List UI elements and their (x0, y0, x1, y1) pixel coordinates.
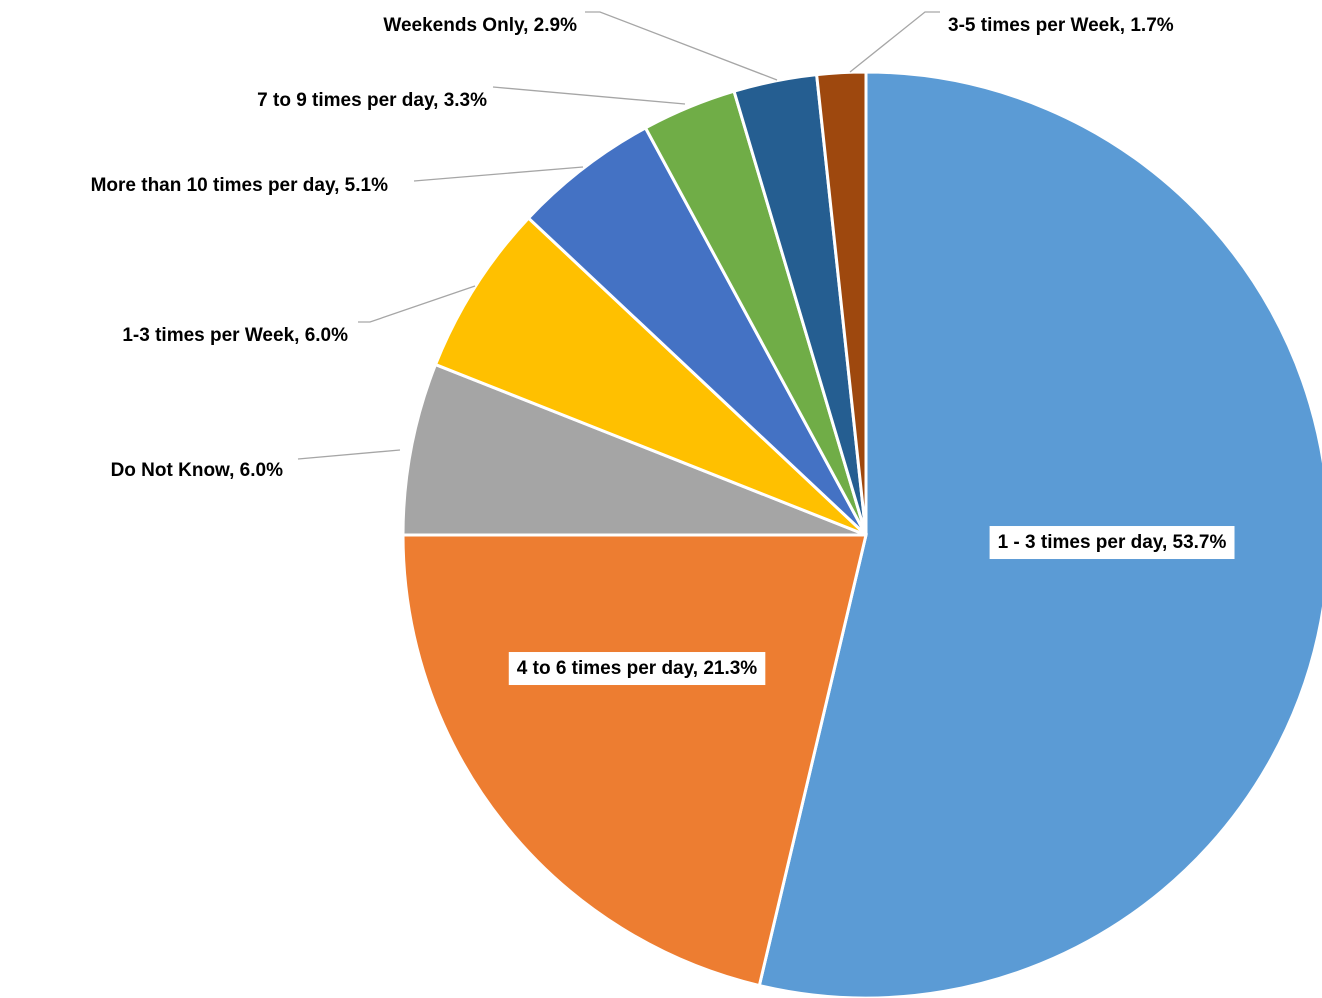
data-label: 7 to 9 times per day, 3.3% (257, 90, 487, 111)
leader-line (585, 11, 778, 81)
label-box (508, 652, 766, 686)
pie-slice: Do Not Know (401, 362, 867, 537)
pie-slice: 4 to 6 times per day (401, 533, 868, 988)
data-label: 1-3 times per Week, 6.0% (122, 325, 348, 346)
pie-slice: More than 10 times per day (526, 125, 868, 537)
data-label: Do Not Know, 6.0% (111, 460, 284, 481)
label-box (989, 526, 1235, 560)
data-label: Weekends Only, 2.9% (383, 15, 577, 36)
leader-line (297, 449, 401, 460)
data-label: More than 10 times per day, 5.1% (91, 175, 389, 196)
pie-slice: 1-3 times per Week (433, 215, 868, 537)
pie-slice: 3-5 times per Week (814, 70, 868, 536)
leader-line (413, 166, 584, 182)
data-label: 1 - 3 times per day, 53.7% (998, 532, 1227, 553)
leader-line (849, 11, 940, 73)
leader-line (492, 86, 686, 105)
data-label: 3-5 times per Week, 1.7% (948, 15, 1174, 36)
leader-line (358, 285, 476, 323)
data-label: 4 to 6 times per day, 21.3% (517, 658, 758, 679)
